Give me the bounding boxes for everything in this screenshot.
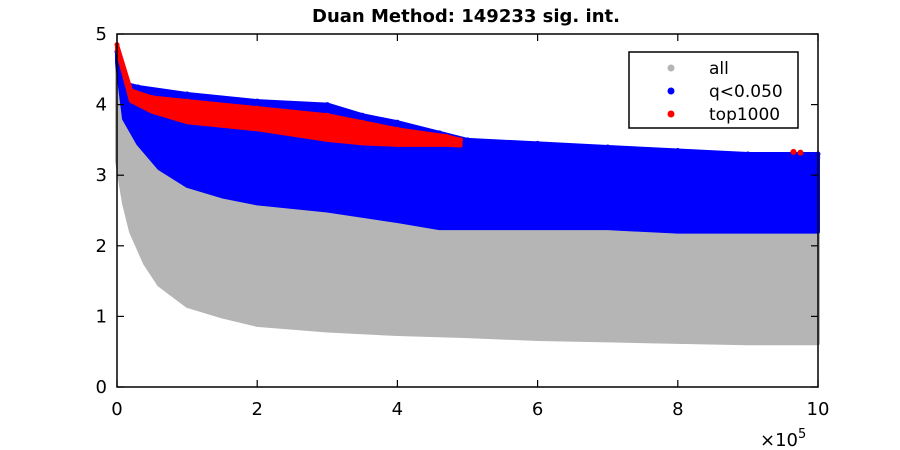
series-layer bbox=[114, 42, 821, 346]
series-point-q-0-050 bbox=[254, 98, 260, 104]
x-axis-exponent-power: 5 bbox=[798, 427, 806, 442]
y-tick-label: 4 bbox=[96, 95, 107, 116]
legend-label: top1000 bbox=[709, 105, 780, 125]
x-axis-exponent: ×105 bbox=[760, 427, 806, 450]
series-point-top1000 bbox=[149, 95, 155, 101]
y-tick-label: 3 bbox=[96, 165, 107, 186]
series-point-q-0-050 bbox=[745, 151, 751, 157]
legend-label: all bbox=[709, 59, 729, 79]
series-cloud-top1000 bbox=[115, 42, 463, 148]
series-point-q-0-050 bbox=[359, 112, 365, 118]
series-point-top1000 bbox=[128, 87, 134, 93]
x-axis-exponent-base: ×10 bbox=[760, 430, 798, 450]
y-tick-label: 5 bbox=[96, 24, 107, 45]
legend-marker bbox=[667, 64, 675, 72]
legend-item-q-0-050: q<0.050 bbox=[667, 82, 783, 102]
y-tick-label: 2 bbox=[96, 236, 107, 257]
legend: all q<0.050 top1000 bbox=[628, 51, 799, 129]
y-tick-label: 1 bbox=[96, 306, 107, 327]
series-point-q-0-050 bbox=[324, 102, 330, 108]
x-tick-label: 8 bbox=[672, 399, 683, 420]
axes-frame bbox=[116, 33, 819, 388]
series-point-q-0-050 bbox=[535, 140, 541, 146]
x-tick-label: 2 bbox=[251, 399, 262, 420]
x-tick-label: 6 bbox=[532, 399, 543, 420]
chart-title: Duan Method: 149233 sig. int. bbox=[312, 6, 620, 27]
legend-marker bbox=[667, 110, 675, 118]
legend-label: q<0.050 bbox=[709, 82, 783, 102]
legend-item-top1000: top1000 bbox=[667, 105, 780, 125]
series-point-top1000 bbox=[324, 112, 330, 118]
series-point-top1000 bbox=[443, 133, 449, 139]
x-tick-label: 0 bbox=[111, 399, 122, 420]
legend-marker bbox=[667, 87, 675, 95]
legend-items: all q<0.050 top1000 bbox=[667, 59, 783, 125]
series-point-q-0-050 bbox=[394, 119, 400, 125]
ticks-layer: 0 2 4 6 8 10 0 1 2 3 4 5 bbox=[96, 24, 830, 420]
series-point-q-0-050 bbox=[605, 144, 611, 150]
y-tick-label: 0 bbox=[96, 377, 107, 398]
series-point-top1000 bbox=[790, 148, 797, 155]
x-tick-label: 10 bbox=[807, 399, 830, 420]
series-point-q-0-050 bbox=[675, 147, 681, 153]
series-point-top1000 bbox=[394, 126, 400, 132]
series-point-q-0-050 bbox=[465, 137, 470, 143]
series-point-top1000 bbox=[457, 137, 463, 143]
series-top1000 bbox=[114, 42, 804, 156]
legend-box bbox=[628, 51, 799, 129]
series-point-top1000 bbox=[254, 105, 260, 111]
series-point-top1000 bbox=[359, 119, 365, 125]
series-point-top1000 bbox=[184, 98, 190, 104]
legend-item-all: all bbox=[667, 59, 729, 79]
series-point-q-0-050 bbox=[135, 84, 141, 90]
series-point-top1000 bbox=[797, 149, 804, 156]
series-point-q-0-050 bbox=[184, 91, 190, 97]
x-tick-label: 4 bbox=[392, 399, 403, 420]
